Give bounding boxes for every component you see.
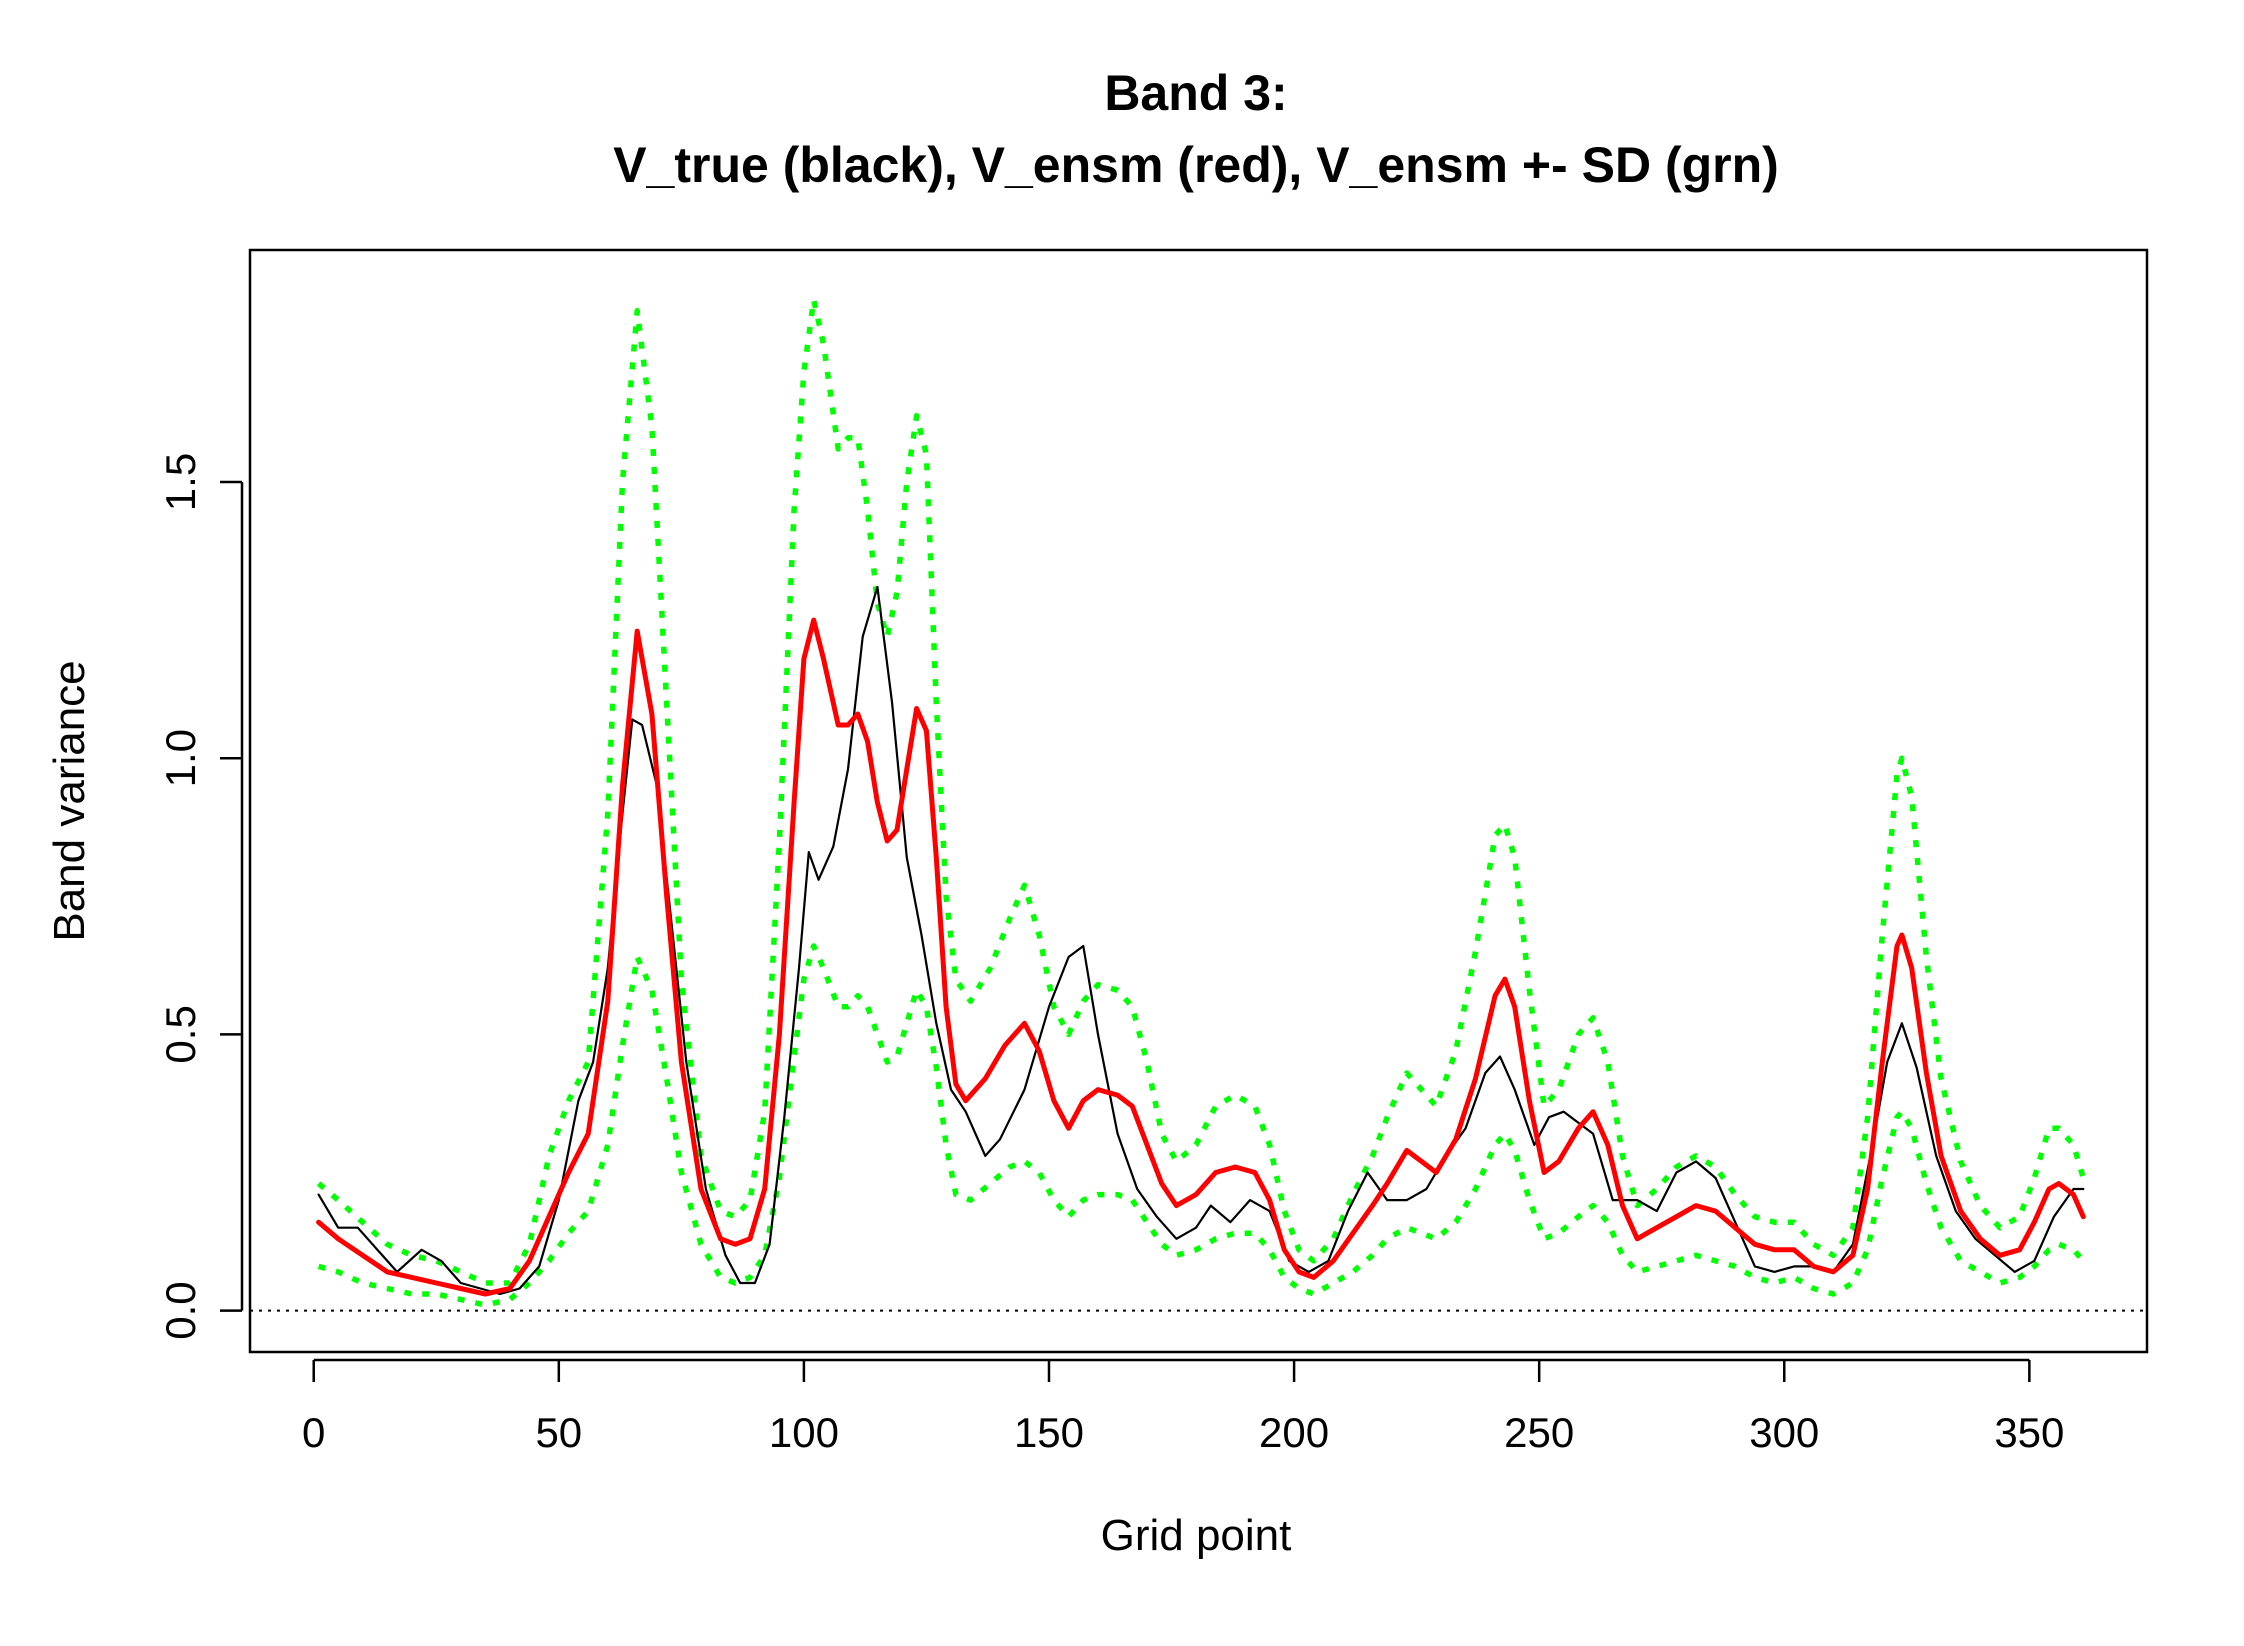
plot-frame — [248, 248, 2149, 1354]
x-axis-label: Grid point — [1101, 1511, 1292, 1560]
axis-layer: 0 50 100 150 200 250 300 350 0.0 0.5 1.0 1.5 — [157, 453, 2064, 1456]
chart-title-line1: Band 3: — [1104, 65, 1287, 121]
y-tick-label: 0.0 — [157, 1281, 204, 1339]
v-ensm-minus-sd-line — [317, 943, 2086, 1308]
y-tick-label: 1.5 — [157, 453, 204, 511]
x-tick-label: 200 — [1259, 1409, 1329, 1456]
v-ensm-plus-sd-line — [316, 296, 2086, 1286]
v-ensm-line — [316, 617, 2086, 1297]
x-tick-label: 150 — [1014, 1409, 1084, 1456]
x-tick-label: 100 — [769, 1409, 839, 1456]
x-tick-label: 250 — [1504, 1409, 1574, 1456]
x-tick-label: 0 — [302, 1409, 325, 1456]
v-true-line — [317, 585, 2085, 1296]
x-tick-label: 300 — [1749, 1409, 1819, 1456]
x-tick-label: 50 — [535, 1409, 582, 1456]
y-tick-label: 1.0 — [157, 729, 204, 787]
chart-title-line2: V_true (black), V_ensm (red), V_ensm +- … — [613, 137, 1779, 193]
x-tick-label: 350 — [1994, 1409, 2064, 1456]
y-tick-label: 0.5 — [157, 1005, 204, 1063]
y-axis-label: Band variance — [45, 660, 94, 941]
series-layer — [250, 296, 2147, 1312]
